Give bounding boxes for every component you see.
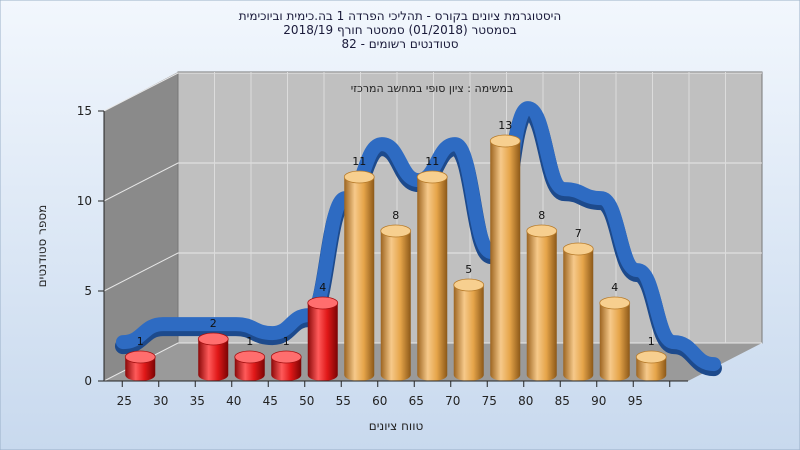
bar-body: [344, 177, 375, 381]
bar-cap: [270, 350, 302, 364]
bar-cap: [489, 134, 521, 148]
x-tick-label: 50: [299, 394, 314, 408]
bar: [489, 134, 521, 381]
title-line-3: 82 - סטודנטים רשומים: [341, 37, 458, 51]
data-label: 13: [498, 119, 512, 132]
bar-body: [198, 339, 229, 381]
x-tick-label: 70: [445, 394, 460, 408]
bar-cap: [453, 278, 485, 292]
bar-cap: [562, 242, 594, 256]
chart-title: היסטוגרמת ציונים בקורס - תהליכי הפרדה 1 …: [239, 9, 561, 51]
x-tick-label: 35: [190, 394, 205, 408]
title-line-2: בסמסטר (01/2018) סמסטר חורף 2018/19: [283, 23, 516, 37]
bar-body: [526, 231, 557, 381]
bar-body: [599, 303, 630, 381]
side-wall: [104, 72, 178, 381]
x-tick-label: 95: [628, 394, 643, 408]
data-label: 4: [611, 281, 618, 294]
bar-body: [125, 357, 156, 381]
bars-layer: [124, 134, 667, 381]
y-tick-label: 10: [77, 194, 92, 208]
bar: [453, 278, 485, 381]
x-tick-label: 80: [518, 394, 533, 408]
bar-cap: [197, 332, 229, 346]
bar: [197, 332, 229, 381]
bar: [635, 350, 667, 381]
trend-curve: [115, 101, 721, 372]
x-tick-label: 90: [591, 394, 606, 408]
data-label: 2: [210, 317, 217, 330]
bar-cap: [234, 350, 266, 364]
bar-body: [453, 285, 484, 381]
grid-line-y: [103, 162, 762, 202]
x-ticks: 25 30 35 40 45 50 55 60 65 70 75 80 85 90 95: [117, 381, 671, 408]
bar-cap: [307, 296, 339, 310]
trend-curve-layer: [114, 101, 722, 377]
y-tick-label: 0: [84, 374, 92, 388]
chart-subtitle: במשימה : ציון סופי במחשב המרכזי: [351, 82, 514, 95]
data-label: 1: [246, 335, 253, 348]
data-label: 7: [575, 227, 582, 240]
bar-cap: [635, 350, 667, 364]
bar-body: [271, 357, 302, 381]
bar: [307, 296, 339, 381]
x-tick-label: 30: [153, 394, 168, 408]
bar: [562, 242, 594, 381]
bar-cap: [416, 170, 448, 184]
bar-body: [234, 357, 265, 381]
data-label: 1: [283, 335, 290, 348]
bar-body: [490, 141, 521, 381]
bar-cap: [124, 350, 156, 364]
bar: [380, 224, 412, 381]
title-line-1: היסטוגרמת ציונים בקורס - תהליכי הפרדה 1 …: [239, 9, 561, 23]
bar-body: [380, 231, 411, 381]
bar-cap: [380, 224, 412, 238]
x-tick-label: 25: [117, 394, 132, 408]
data-label: 1: [137, 335, 144, 348]
bar: [416, 170, 448, 381]
y-axis-title: מספר סטודנטים: [35, 205, 49, 288]
x-tick-label: 60: [372, 394, 387, 408]
x-tick-label: 65: [409, 394, 424, 408]
x-tick-label: 55: [336, 394, 351, 408]
bar-cap: [526, 224, 558, 238]
data-label: 8: [392, 209, 399, 222]
grid-line-y: [103, 72, 762, 112]
data-label: 5: [465, 263, 472, 276]
bar-body: [636, 357, 667, 381]
bar-body: [563, 249, 594, 381]
bar-cap: [343, 170, 375, 184]
bar: [343, 170, 375, 381]
bar-body: [307, 303, 338, 381]
data-label: 4: [319, 281, 326, 294]
bar: [599, 296, 631, 381]
bar-body: [417, 177, 448, 381]
bar: [270, 350, 302, 381]
y-tick-label: 5: [84, 284, 92, 298]
bar: [234, 350, 266, 381]
y-ticks: 0 5 10 15: [77, 104, 104, 388]
y-tick-label: 15: [77, 104, 92, 118]
data-label: 11: [425, 155, 439, 168]
x-tick-label: 85: [555, 394, 570, 408]
data-label: 8: [538, 209, 545, 222]
x-axis-title: טווח ציונים: [369, 419, 424, 433]
data-label: 1: [648, 335, 655, 348]
bar: [526, 224, 558, 381]
bar: [124, 350, 156, 381]
x-tick-label: 45: [263, 394, 278, 408]
x-tick-label: 40: [226, 394, 241, 408]
bar-cap: [599, 296, 631, 310]
data-label: 11: [352, 155, 366, 168]
x-tick-label: 75: [482, 394, 497, 408]
